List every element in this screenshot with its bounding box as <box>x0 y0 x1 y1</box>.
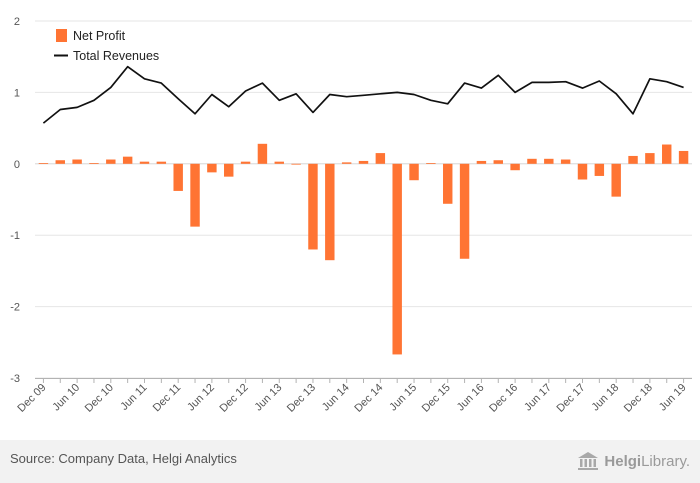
net-profit-bar <box>426 163 436 164</box>
net-profit-bar <box>645 153 655 164</box>
net-profit-bar <box>224 163 234 177</box>
net-profit-bar <box>139 161 150 164</box>
y-axis: 2 1 0 -1 -2 -3 <box>10 16 20 385</box>
net-profit-bars <box>38 143 689 355</box>
net-profit-bar <box>358 160 369 164</box>
y-tick-label: -1 <box>10 230 20 242</box>
net-profit-bar <box>409 163 419 181</box>
net-profit-bar <box>510 163 520 171</box>
helgi-library-logo: HelgiLibrary. <box>577 449 690 473</box>
x-tick-label: Jun 19 <box>657 382 689 414</box>
net-profit-bar <box>291 163 301 165</box>
x-tick-label: Jun 15 <box>387 382 419 414</box>
net-profit-bar <box>611 163 621 197</box>
y-tick-label: 2 <box>14 16 20 28</box>
x-tick-label: Dec 12 <box>218 382 251 415</box>
net-profit-bar <box>628 155 638 164</box>
net-profit-bar <box>325 163 335 261</box>
x-tick-label: Jun 10 <box>50 382 82 414</box>
x-tick-label: Dec 17 <box>554 382 587 415</box>
net-profit-bar <box>156 161 167 164</box>
net-profit-bar <box>341 162 352 164</box>
net-profit-bar <box>122 156 133 164</box>
net-profit-bar <box>72 159 82 164</box>
x-tick-label: Dec 13 <box>285 382 318 415</box>
y-tick-label: 0 <box>14 159 20 171</box>
x-tick-label: Jun 14 <box>320 382 352 414</box>
net-profit-bar <box>527 158 537 164</box>
net-profit-bar <box>106 159 116 164</box>
x-tick-label: Dec 16 <box>487 382 520 415</box>
chart: 2 1 0 -1 -2 -3 Dec 09 Jun 10 Dec 10 Jun 11 Dec 11… <box>10 16 692 415</box>
x-tick-label: Jun 16 <box>455 382 487 414</box>
total-revenues-line <box>42 65 684 124</box>
x-tick-label: Dec 14 <box>352 382 385 415</box>
net-profit-bar <box>560 159 571 164</box>
brand-name: HelgiLibrary. <box>604 452 690 470</box>
legend-net-profit-label: Net Profit <box>73 29 126 43</box>
net-profit-bar <box>55 160 65 164</box>
x-tick-label: Dec 10 <box>83 382 116 415</box>
x-tick-label: Dec 15 <box>420 382 453 415</box>
x-axis: Dec 09 Jun 10 Dec 10 Jun 11 Dec 11 Jun 12 Dec … <box>15 378 692 415</box>
net-profit-bar <box>544 158 554 164</box>
net-profit-bar <box>89 163 99 164</box>
x-tick-label: Dec 09 <box>15 382 48 415</box>
net-profit-bar <box>173 163 183 191</box>
x-tick-label: Jun 18 <box>589 382 621 414</box>
net-profit-bar <box>308 163 318 250</box>
net-profit-bar <box>257 143 268 164</box>
library-building-icon <box>578 452 599 470</box>
net-profit-bar <box>274 161 284 164</box>
net-profit-bar <box>459 163 470 259</box>
y-tick-label: 1 <box>14 87 20 99</box>
net-profit-bar <box>38 163 49 164</box>
net-profit-bar <box>662 144 672 164</box>
y-tick-label: -2 <box>10 302 20 314</box>
x-tick-label: Jun 13 <box>253 382 285 414</box>
net-profit-bar <box>240 161 251 164</box>
legend: Net Profit Total Revenues <box>54 29 159 63</box>
net-profit-bar <box>476 160 487 164</box>
x-tick-label: Dec 18 <box>622 382 655 415</box>
net-profit-bar <box>493 160 503 164</box>
net-profit-bar <box>207 163 217 173</box>
net-profit-bar <box>392 163 402 355</box>
y-tick-label: -3 <box>10 373 20 385</box>
footer: Source: Company Data, Helgi Analytics He… <box>0 440 700 483</box>
net-profit-bar <box>443 163 453 204</box>
legend-net-profit-swatch <box>56 29 67 42</box>
net-profit-bar <box>375 153 386 164</box>
x-tick-label: Jun 11 <box>118 382 149 413</box>
net-profit-bar <box>678 150 689 164</box>
x-tick-label: Dec 11 <box>151 382 184 415</box>
net-profit-bar <box>594 163 605 176</box>
net-profit-bar <box>190 163 200 227</box>
source-note: Source: Company Data, Helgi Analytics <box>10 451 237 466</box>
gridlines <box>35 20 692 379</box>
legend-total-revenues-label: Total Revenues <box>73 49 159 63</box>
net-profit-bar <box>577 163 588 180</box>
x-tick-label: Jun 12 <box>185 382 217 414</box>
x-tick-label: Jun 17 <box>522 382 554 414</box>
